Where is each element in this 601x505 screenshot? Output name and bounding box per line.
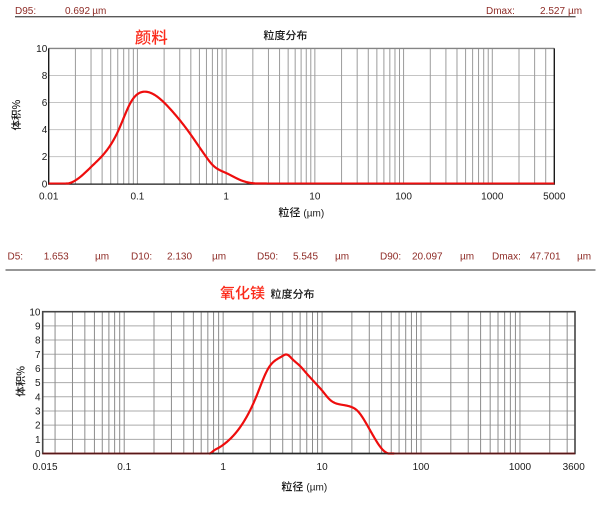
svg-text:4: 4 bbox=[42, 125, 48, 136]
svg-text:0.1: 0.1 bbox=[130, 191, 144, 202]
svg-text:2: 2 bbox=[42, 152, 48, 163]
svg-text:0: 0 bbox=[35, 449, 41, 460]
svg-text:7: 7 bbox=[35, 350, 41, 361]
svg-text:D90:: D90: bbox=[380, 251, 401, 262]
svg-text:0.692: 0.692 bbox=[65, 6, 90, 17]
svg-text:(µm): (µm) bbox=[306, 483, 327, 494]
svg-text:4: 4 bbox=[35, 392, 41, 403]
svg-text:D50:: D50: bbox=[257, 251, 278, 262]
svg-text:5: 5 bbox=[35, 378, 41, 389]
svg-text:0.01: 0.01 bbox=[39, 191, 59, 202]
svg-text:0.1: 0.1 bbox=[117, 462, 131, 473]
svg-text:µm: µm bbox=[212, 251, 226, 262]
svg-text:3600: 3600 bbox=[563, 462, 586, 473]
svg-text:8: 8 bbox=[35, 336, 41, 347]
svg-text:1: 1 bbox=[35, 435, 41, 446]
svg-text:µm: µm bbox=[460, 251, 474, 262]
svg-text:5000: 5000 bbox=[543, 191, 566, 202]
svg-text:5.545: 5.545 bbox=[293, 251, 318, 262]
svg-text:3: 3 bbox=[35, 407, 41, 418]
svg-text:0: 0 bbox=[42, 179, 48, 190]
svg-text:47.701: 47.701 bbox=[530, 251, 561, 262]
svg-text:1: 1 bbox=[220, 462, 226, 473]
svg-text:1.653: 1.653 bbox=[44, 251, 69, 262]
svg-text:100: 100 bbox=[413, 462, 430, 473]
svg-text:µm: µm bbox=[335, 251, 349, 262]
svg-text:0.015: 0.015 bbox=[32, 462, 57, 473]
svg-text:Dmax:: Dmax: bbox=[492, 251, 521, 262]
svg-text:µm: µm bbox=[568, 6, 582, 17]
svg-text:D95:: D95: bbox=[15, 6, 36, 17]
svg-text:µm: µm bbox=[95, 251, 109, 262]
svg-text:(µm): (µm) bbox=[303, 208, 324, 219]
svg-text:9: 9 bbox=[35, 321, 41, 332]
svg-text:8: 8 bbox=[42, 71, 48, 82]
svg-text:1000: 1000 bbox=[481, 191, 504, 202]
svg-text:µm: µm bbox=[92, 6, 106, 17]
svg-text:2: 2 bbox=[35, 421, 41, 432]
svg-text:µm: µm bbox=[577, 251, 591, 262]
svg-text:6: 6 bbox=[35, 364, 41, 375]
svg-text:10: 10 bbox=[317, 462, 329, 473]
svg-text:100: 100 bbox=[395, 191, 412, 202]
svg-text:2.527: 2.527 bbox=[540, 6, 565, 17]
svg-text:Dmax:: Dmax: bbox=[486, 6, 515, 17]
svg-text:1: 1 bbox=[223, 191, 229, 202]
svg-text:1000: 1000 bbox=[509, 462, 532, 473]
svg-text:10: 10 bbox=[36, 44, 48, 55]
svg-text:D10:: D10: bbox=[131, 251, 152, 262]
svg-text:D5:: D5: bbox=[8, 251, 24, 262]
svg-text:20.097: 20.097 bbox=[412, 251, 443, 262]
svg-text:2.130: 2.130 bbox=[167, 251, 192, 262]
svg-text:10: 10 bbox=[29, 307, 41, 318]
svg-text:10: 10 bbox=[309, 191, 321, 202]
svg-text:6: 6 bbox=[42, 98, 48, 109]
